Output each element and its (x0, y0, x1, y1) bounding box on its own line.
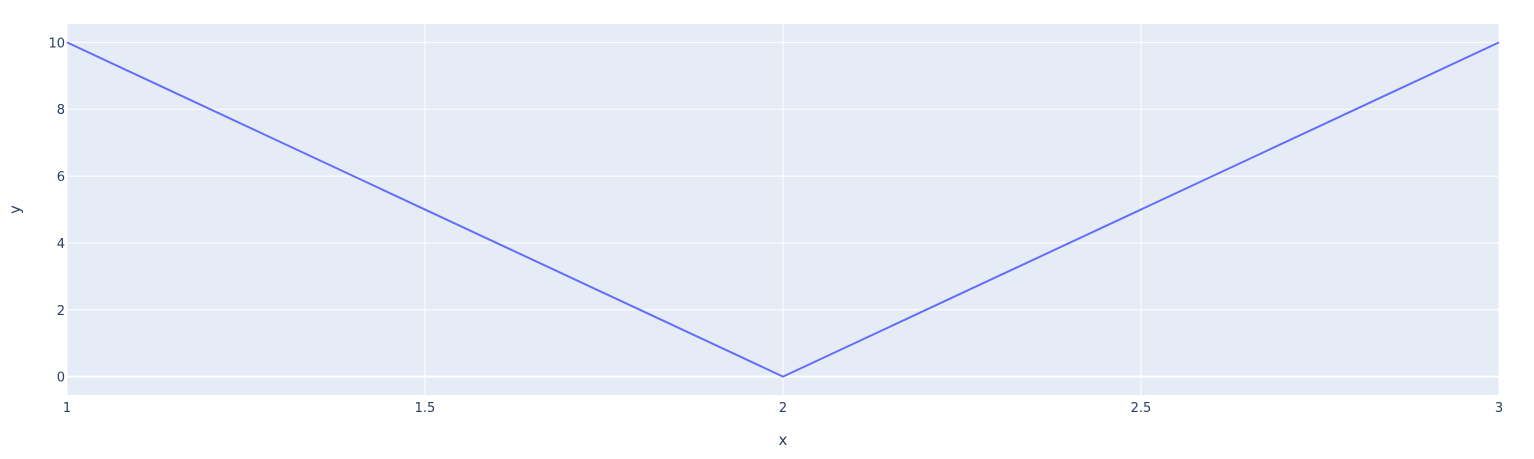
x-tick-label: 2 (779, 401, 787, 416)
x-tick-label: 3 (1495, 401, 1503, 416)
series-layer (66, 41, 1500, 378)
series-line (66, 41, 1500, 378)
y-axis-title: y (6, 205, 24, 214)
x-tick-label: 1 (63, 401, 71, 416)
y-tick-label: 4 (57, 237, 65, 252)
x-tick-label: 1.5 (415, 401, 436, 416)
y-tick-label: 6 (57, 170, 65, 185)
y-tick-label: 0 (57, 371, 65, 386)
x-axis-ticks: 1 1.5 2 2.5 3 (63, 401, 1503, 416)
y-axis-ticks: 0 2 4 6 8 10 (48, 36, 65, 385)
x-tick-label: 2.5 (1131, 401, 1152, 416)
y-tick-label: 10 (48, 36, 65, 51)
y-tick-label: 2 (57, 304, 65, 319)
y-tick-label: 8 (57, 103, 65, 118)
x-axis-title: x (779, 431, 788, 449)
